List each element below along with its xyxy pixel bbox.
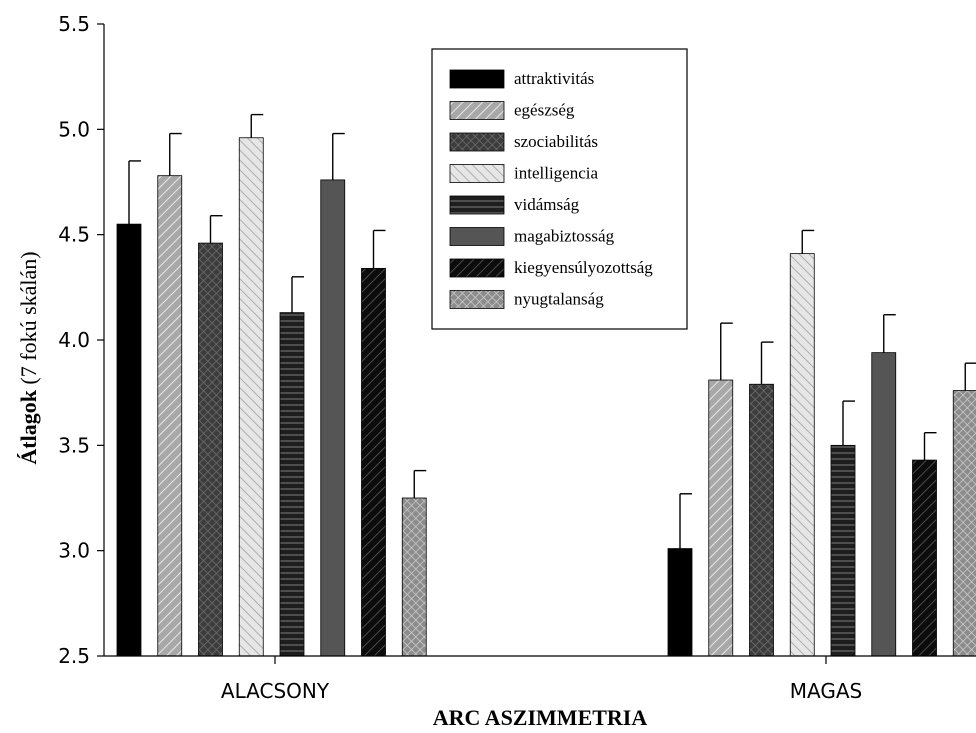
y-tick-label: 2.5 — [58, 644, 90, 668]
legend-label-egészség: egészség — [514, 101, 575, 120]
bar-attraktivitás-ALACSONY — [116, 223, 142, 657]
bar-intelligencia-ALACSONY — [238, 137, 264, 657]
legend-label-intelligencia: intelligencia — [514, 164, 598, 183]
y-axis-title-main: Átlagok — [16, 389, 41, 464]
y-tick-label: 3.0 — [58, 539, 90, 563]
legend-label-nyugtalanság: nyugtalanság — [514, 290, 604, 309]
bar-kiegyensúlyozottság-MAGAS — [912, 459, 937, 657]
bar-kiegyensúlyozottság-ALACSONY — [361, 267, 386, 657]
bar-magabiztosság-MAGAS — [871, 352, 897, 657]
legend-label-kiegyensúlyozottság: kiegyensúlyozottság — [514, 258, 653, 277]
legend-swatch-attraktivitás — [449, 69, 505, 89]
bar-nyugtalanság-MAGAS — [952, 390, 976, 657]
y-tick-label: 4.0 — [58, 328, 90, 352]
legend-swatch-nyugtalanság — [449, 290, 505, 309]
legend-swatch-kiegyensúlyozottság — [449, 258, 505, 278]
legend-swatch-magabiztosság — [449, 227, 505, 246]
y-tick-label: 5.5 — [58, 12, 90, 36]
x-axis-title: ARC ASZIMMETRIA — [433, 705, 648, 730]
x-tick-label-MAGAS: MAGAS — [790, 679, 862, 703]
bar-intelligencia-MAGAS — [789, 253, 815, 657]
bar-attraktivitás-MAGAS — [667, 548, 693, 657]
axes: 2.5 3.0 3.5 4.0 4.5 5.0 5.5 ALACSONY MAGAS — [58, 12, 976, 703]
y-tick-label: 4.5 — [58, 223, 90, 247]
bar-magabiztosság-ALACSONY — [320, 179, 346, 657]
legend: attraktivitás egészség szociabilitás intell… — [431, 48, 688, 330]
legend-swatch-szociabilitás — [449, 132, 505, 152]
bar-egészség-ALACSONY — [157, 175, 183, 657]
bar-szociabilitás-ALACSONY — [198, 242, 223, 657]
bar-egészség-MAGAS — [708, 379, 734, 657]
legend-label-vidámság: vidámság — [514, 195, 580, 214]
plot-area — [116, 113, 976, 657]
legend-label-magabiztosság: magabiztosság — [514, 227, 615, 246]
bar-vidámság-ALACSONY — [279, 312, 305, 657]
legend-swatch-egészség — [449, 101, 505, 120]
legend-swatch-vidámság — [449, 195, 505, 215]
legend-swatch-intelligencia — [449, 164, 505, 183]
bar-nyugtalanság-ALACSONY — [401, 497, 427, 657]
legend-label-szociabilitás: szociabilitás — [514, 132, 598, 151]
bar-vidámság-MAGAS — [830, 444, 856, 657]
legend-box — [431, 48, 688, 330]
x-tick-label-ALACSONY: ALACSONY — [221, 679, 330, 703]
y-tick-label: 5.0 — [58, 117, 90, 141]
bar-szociabilitás-MAGAS — [749, 383, 774, 657]
legend-label-attraktivitás: attraktivitás — [514, 69, 594, 88]
y-tick-label: 3.5 — [58, 433, 90, 457]
y-axis-title: Átlagok (7 fokú skálán) — [16, 251, 41, 464]
y-axis-title-unit: (7 fokú skálán) — [16, 251, 41, 390]
